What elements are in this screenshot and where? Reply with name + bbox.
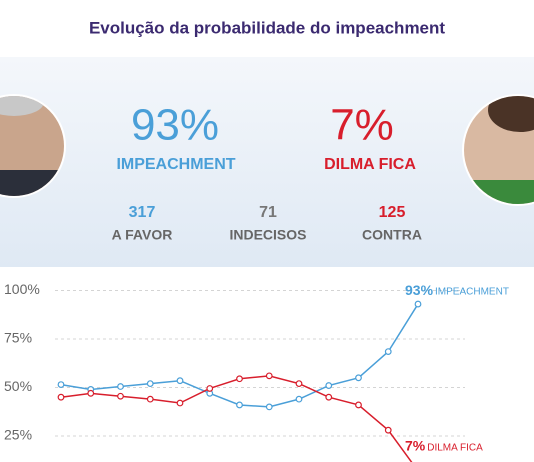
data-point: [206, 385, 214, 392]
end-value-label: 93%: [405, 282, 434, 298]
series-line: [60, 303, 419, 408]
data-point: [236, 401, 243, 409]
data-point: [384, 426, 392, 434]
count-label: INDECISOS: [229, 227, 306, 243]
data-point: [355, 374, 362, 382]
data-point: [87, 389, 95, 397]
data-point: [146, 380, 154, 388]
series-name: DILMA FICA: [427, 443, 483, 454]
data-point: [236, 375, 243, 383]
impeachment-percent: 93%: [131, 101, 219, 150]
count-label: A FAVOR: [112, 227, 173, 243]
title: Evolução da probabilidade do impeachment: [89, 18, 445, 37]
end-value-label: 7%: [405, 438, 426, 454]
data-point: [57, 381, 65, 388]
data-point: [146, 395, 154, 403]
data-point: [384, 348, 392, 356]
data-point: [117, 383, 124, 390]
header-panel: [0, 57, 534, 267]
data-point: [414, 300, 422, 308]
data-point: [325, 382, 333, 389]
series-line: [60, 375, 413, 462]
data-point: [57, 393, 65, 401]
dilma-percent: 7%: [330, 101, 394, 150]
series-name: IMPEACHMENT: [435, 287, 509, 298]
data-point: [355, 401, 362, 409]
count-value: 317: [129, 204, 156, 221]
count-value: 125: [379, 204, 406, 221]
line-chart: 25% 50% 75% 100% 93% IMPEACHMENT 7% DILMA FICA: [4, 281, 509, 462]
data-point: [265, 403, 273, 411]
data-point: [117, 392, 124, 400]
dilma-label: DILMA FICA: [324, 156, 416, 173]
data-point: [265, 372, 273, 380]
count-value: 71: [259, 204, 277, 221]
count-label: CONTRA: [362, 227, 422, 243]
data-point: [325, 393, 333, 401]
y-tick-label: 100%: [4, 281, 40, 297]
data-point: [176, 399, 184, 407]
data-point: [295, 395, 303, 403]
y-tick-label: 25%: [4, 427, 32, 443]
data-point: [176, 377, 184, 385]
y-tick-label: 75%: [4, 330, 32, 346]
data-point: [295, 380, 303, 388]
y-tick-label: 50%: [4, 378, 32, 394]
impeachment-label: IMPEACHMENT: [116, 156, 235, 173]
